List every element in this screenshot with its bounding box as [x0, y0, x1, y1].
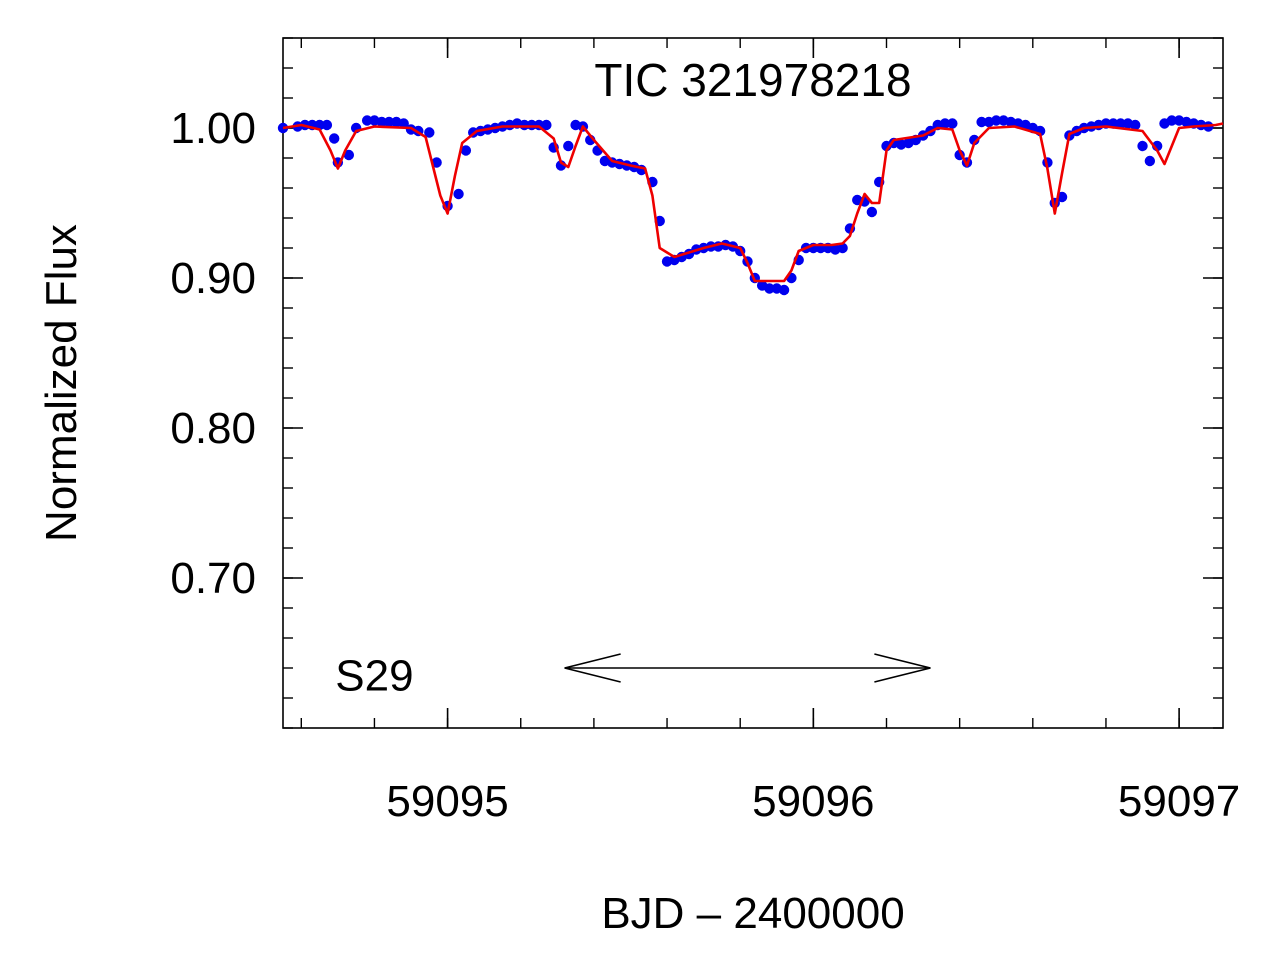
x-axis-label: BJD – 2400000 — [601, 889, 904, 938]
data-point — [383, 116, 395, 128]
y-tick-label: 0.70 — [170, 554, 256, 603]
data-point — [431, 157, 442, 168]
data-point — [376, 116, 387, 128]
data-point — [1115, 118, 1126, 129]
plot-frame — [282, 37, 1224, 729]
y-tick-label: 0.80 — [170, 404, 256, 453]
data-point — [453, 188, 464, 200]
data-point — [541, 119, 552, 131]
x-tick-label: 59097 — [1118, 777, 1240, 826]
data-point — [1137, 140, 1148, 152]
data-point — [969, 134, 980, 146]
x-tick-label: 59096 — [752, 777, 874, 826]
annotation: S29 — [335, 652, 931, 701]
data-point — [866, 206, 878, 218]
data-point — [563, 140, 574, 152]
data-point — [764, 283, 775, 294]
y-tick-labels: 0.70 0.80 0.90 1.00 — [170, 104, 256, 603]
data-point — [460, 145, 472, 156]
x-tick-labels: 59095 59096 59097 — [386, 777, 1240, 826]
minor-ticks — [283, 37, 1223, 729]
sector-arrow — [564, 653, 931, 683]
data-point — [398, 118, 409, 129]
data-point — [947, 118, 958, 129]
data-point — [976, 116, 987, 128]
data-point — [837, 242, 848, 254]
data-point — [329, 133, 340, 144]
model-curve — [282, 122, 1224, 283]
data-point — [1130, 119, 1141, 131]
major-ticks — [283, 38, 1223, 728]
y-tick-label: 0.90 — [170, 254, 256, 303]
arrow-head-right — [874, 653, 931, 683]
data-point — [321, 119, 333, 131]
sector-label: S29 — [335, 652, 413, 701]
data-point — [778, 284, 790, 296]
data-points — [277, 115, 1214, 296]
arrow-head-left — [564, 653, 621, 683]
model-line — [282, 122, 1224, 283]
data-point — [939, 118, 951, 129]
data-point — [991, 115, 1002, 126]
data-point — [1166, 115, 1177, 126]
data-point — [424, 127, 435, 138]
y-tick-label: 1.00 — [170, 104, 256, 153]
y-axis-label: Normalized Flux — [37, 224, 86, 542]
x-tick-label: 59095 — [386, 777, 508, 826]
data-point — [1144, 155, 1156, 167]
data-point — [343, 149, 355, 161]
data-point — [361, 115, 373, 126]
chart-title: TIC 321978218 — [594, 54, 911, 106]
